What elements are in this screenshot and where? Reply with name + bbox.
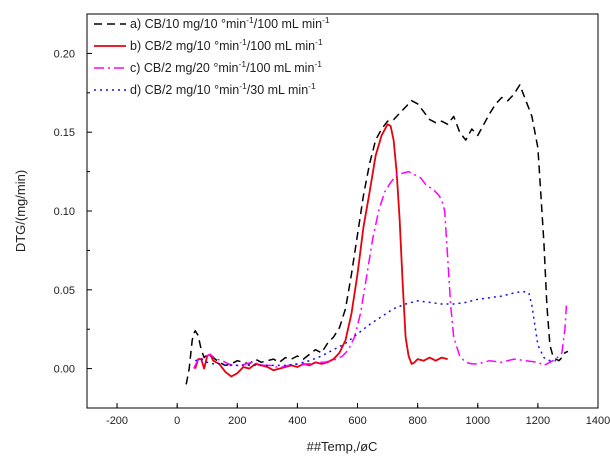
ticks-layer: -200 0 200 400 600 800 1000 1200 1400 0.00 0.05 0.1… bbox=[54, 13, 610, 427]
legend-label-d: d) CB/2 mg/10 °min-1/30 mL min-1 bbox=[130, 81, 316, 97]
x-tick-label: 1200 bbox=[526, 415, 550, 427]
x-tick-label: 600 bbox=[348, 415, 366, 427]
x-tick-label: 1000 bbox=[466, 415, 490, 427]
series-line-c bbox=[193, 170, 568, 369]
y-tick-label: 0.20 bbox=[54, 48, 75, 60]
x-tick-label: 800 bbox=[408, 415, 426, 427]
y-tick-label: 0.05 bbox=[54, 285, 75, 297]
series-line-b bbox=[194, 123, 448, 378]
series-line-a bbox=[185, 84, 569, 385]
x-tick-label: 0 bbox=[174, 415, 180, 427]
x-tick-label: 200 bbox=[228, 415, 246, 427]
x-tick-label: 1400 bbox=[586, 415, 610, 427]
legend-label-a: a) CB/10 mg/10 °min-1/100 mL min-1 bbox=[130, 15, 330, 31]
x-tick-label: 400 bbox=[288, 415, 306, 427]
legend-label-c: c) CB/2 mg/20 °min-1/100 mL min-1 bbox=[130, 59, 322, 75]
x-axis-title: ##Temp,/øC bbox=[307, 439, 378, 454]
series-layer bbox=[185, 84, 569, 385]
legend-label-b: b) CB/2 mg/10 °min-1/100 mL min-1 bbox=[130, 37, 323, 53]
y-tick-label: 0.00 bbox=[54, 364, 75, 376]
x-tick-label: -200 bbox=[106, 415, 128, 427]
series-line-d bbox=[195, 290, 556, 367]
y-axis-title: DTG/(mg/min) bbox=[13, 170, 28, 252]
y-tick-label: 0.10 bbox=[54, 206, 75, 218]
legend: a) CB/10 mg/10 °min-1/100 mL min-1 b) CB/… bbox=[94, 15, 330, 97]
y-tick-label: 0.15 bbox=[54, 127, 75, 139]
